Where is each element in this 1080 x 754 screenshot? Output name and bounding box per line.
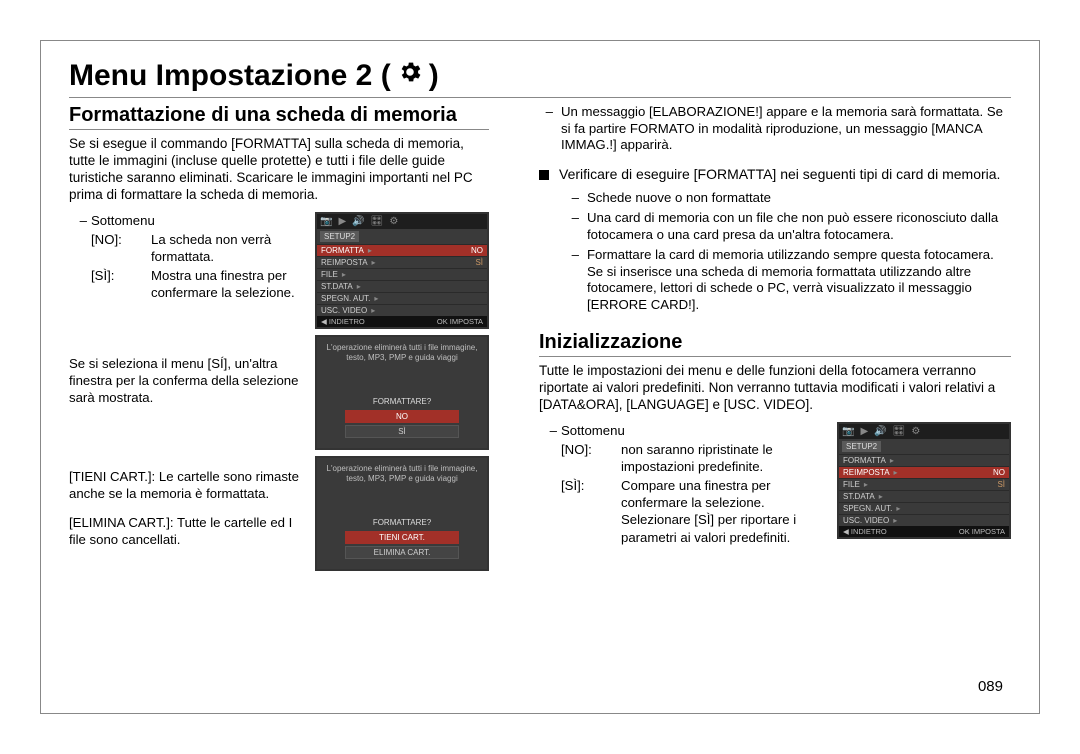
setup-tab-label: SETUP2	[320, 231, 359, 242]
menu-row[interactable]: REIMPOSTA▸NO	[839, 466, 1009, 478]
menu-row[interactable]: FILE▸SÌ	[839, 478, 1009, 490]
menu-row[interactable]: SPEGN. AUT.▸	[317, 292, 487, 304]
dialog-option[interactable]: TIENI CART.	[345, 531, 459, 544]
two-column-layout: Formattazione di una scheda di memoria S…	[69, 104, 1011, 571]
menu-row[interactable]: SPEGN. AUT.▸	[839, 502, 1009, 514]
screen-tab-icons: 📷▶🔊🎛⚙	[317, 214, 487, 229]
menu-row[interactable]: FORMATTA▸NO	[317, 244, 487, 256]
submenu-val: non saranno ripristinate le impostazioni…	[621, 441, 819, 475]
gear-icon	[397, 59, 423, 93]
title-text: Menu Impostazione 2 (	[69, 59, 391, 93]
dialog-option[interactable]: ELIMINA CART.	[345, 546, 459, 559]
dialog-option[interactable]: SÌ	[345, 425, 459, 438]
menu-list: FORMATTA▸NO REIMPOSTA▸SÌ FILE▸ ST.DATA▸ …	[317, 244, 487, 316]
submenu-block: –Sottomenu [NO]:La scheda non verrà form…	[69, 212, 301, 304]
dialog-option[interactable]: NO	[345, 410, 459, 423]
note1-and-dialog: Se si seleziona il menu [SÍ], un'altra f…	[69, 335, 489, 450]
note2b-key: [ELIMINA CART.]:	[69, 515, 174, 530]
format-dialog-b: L'operazione eliminerà tutti i file imma…	[315, 456, 489, 571]
submenu-and-screen: –Sottomenu [NO]:La scheda non verrà form…	[69, 212, 489, 329]
init-sub-and-screen: –Sottomenu [NO]:non saranno ripristinate…	[539, 422, 1011, 548]
dialog-label: FORMATTARE?	[323, 518, 481, 527]
menu-list: FORMATTA▸ REIMPOSTA▸NO FILE▸SÌ ST.DATA▸ …	[839, 454, 1009, 526]
submenu-label: Sottomenu	[561, 422, 819, 439]
submenu-val: Compare una finestra per confermare la s…	[621, 477, 819, 546]
submenu-val: La scheda non verrà formattata.	[151, 231, 301, 265]
right-bullets: –Schede nuove o non formattate –Una card…	[565, 190, 1011, 314]
init-intro: Tutte le impostazioni dei menu e delle f…	[539, 363, 1011, 414]
submenu-key: [NO]:	[91, 231, 147, 265]
section-heading-init: Inizializzazione	[539, 331, 1011, 357]
page-title: Menu Impostazione 2 ( )	[69, 59, 1011, 98]
dialog-message: L'operazione eliminerà tutti i file imma…	[323, 464, 481, 504]
bullet-text: Formattare la card di memoria utilizzand…	[587, 247, 1011, 313]
lead-text: Verificare di eseguire [FORMATTA] nei se…	[559, 166, 1000, 182]
note2a-key: [TIENI CART.]:	[69, 469, 155, 484]
setup-tab-label: SETUP2	[842, 441, 881, 452]
screen-footer: INDIETROOK IMPOSTA	[317, 316, 487, 327]
section-heading-format: Formattazione di una scheda di memoria	[69, 104, 489, 130]
menu-row[interactable]: USC. VIDEO▸	[839, 514, 1009, 526]
submenu-val: Mostra una finestra per confermare la se…	[151, 267, 301, 301]
note2-block: [TIENI CART.]: Le cartelle sono rimaste …	[69, 456, 301, 549]
right-column: –Un messaggio [ELABORAZIONE!] appare e l…	[539, 104, 1011, 571]
manual-page: Menu Impostazione 2 ( ) Formattazione di…	[40, 40, 1040, 714]
screen-tab-icons: 📷▶🔊🎛⚙	[839, 424, 1009, 439]
menu-row[interactable]: REIMPOSTA▸SÌ	[317, 256, 487, 268]
title-close: )	[429, 59, 439, 93]
page-number: 089	[978, 678, 1003, 695]
bullet-text: Schede nuove o non formattate	[587, 190, 1011, 207]
menu-row[interactable]: FILE▸	[317, 268, 487, 280]
note1-text: Se si seleziona il menu [SÍ], un'altra f…	[69, 335, 301, 406]
submenu-key: [SÌ]:	[91, 267, 147, 301]
init-submenu-block: –Sottomenu [NO]:non saranno ripristinate…	[539, 422, 819, 548]
menu-row[interactable]: FORMATTA▸	[839, 454, 1009, 466]
format-dialog-a: L'operazione eliminerà tutti i file imma…	[315, 335, 489, 450]
left-column: Formattazione di una scheda di memoria S…	[69, 104, 489, 571]
menu-row[interactable]: ST.DATA▸	[317, 280, 487, 292]
screen-footer: INDIETROOK IMPOSTA	[839, 526, 1009, 537]
submenu-label: Sottomenu	[91, 212, 301, 229]
intro-text: Se si esegue il commando [FORMATTA] sull…	[69, 136, 489, 204]
square-bullet-icon	[539, 170, 549, 180]
dialog-label: FORMATTARE?	[323, 397, 481, 406]
submenu-key: [NO]:	[561, 441, 617, 475]
menu-row[interactable]: ST.DATA▸	[839, 490, 1009, 502]
dialog-message: L'operazione eliminerà tutti i file imma…	[323, 343, 481, 383]
camera-screen-reset: 📷▶🔊🎛⚙ SETUP2 FORMATTA▸ REIMPOSTA▸NO FILE…	[837, 422, 1011, 539]
right-para1: –Un messaggio [ELABORAZIONE!] appare e l…	[539, 104, 1011, 154]
submenu-key: [SÌ]:	[561, 477, 617, 546]
bullet-text: Una card di memoria con un file che non …	[587, 210, 1011, 243]
lead-bullet: Verificare di eseguire [FORMATTA] nei se…	[539, 166, 1011, 182]
camera-screen-format: 📷▶🔊🎛⚙ SETUP2 FORMATTA▸NO REIMPOSTA▸SÌ FI…	[315, 212, 489, 329]
note2-and-dialog: [TIENI CART.]: Le cartelle sono rimaste …	[69, 456, 489, 571]
menu-row[interactable]: USC. VIDEO▸	[317, 304, 487, 316]
